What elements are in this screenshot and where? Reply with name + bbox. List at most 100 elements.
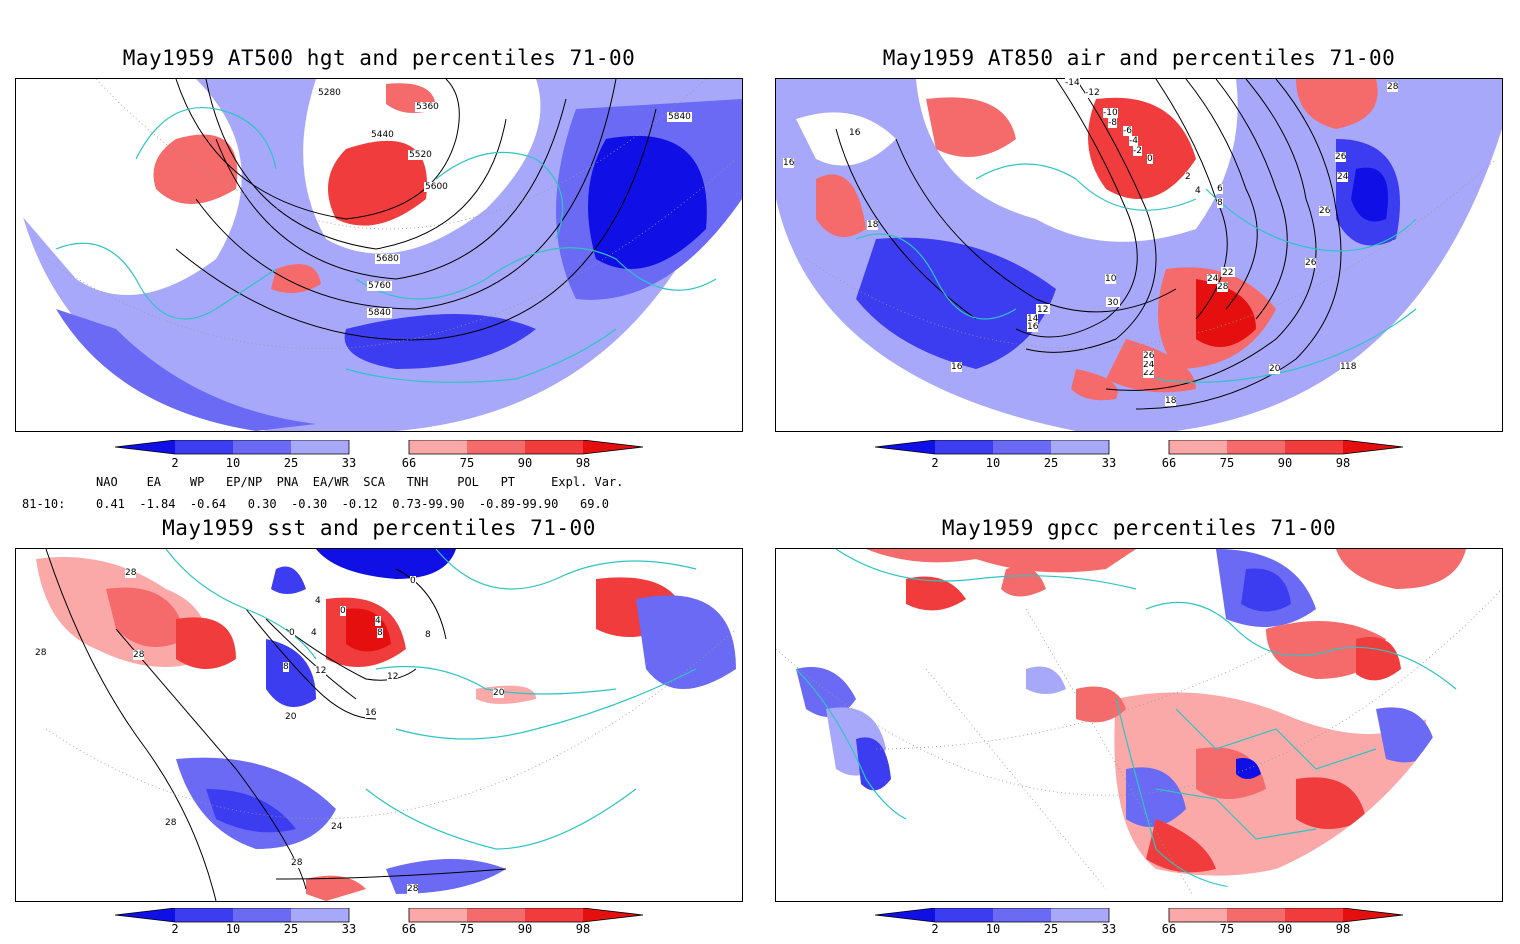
contour-label: 5680 (375, 254, 400, 264)
contour-label: 26 (1305, 258, 1317, 268)
contour-label: 26 (1335, 152, 1347, 162)
blue-anomaly (316, 549, 456, 579)
contour-label: 22 (1143, 368, 1155, 378)
red-anomaly (271, 264, 321, 293)
colorbar-segment (467, 440, 525, 454)
colorbar-label: 2 (171, 456, 179, 470)
colorbar-label: 98 (1335, 922, 1351, 936)
contour-label: -6 (1123, 126, 1132, 136)
contour-labels-panel-2: -14 -12 -10 -8 -6 -4 -2 0 2 4 6 8 10 14 … (775, 78, 1501, 430)
colorbar-label: 90 (1277, 456, 1293, 470)
colorbar-label: 33 (1101, 922, 1117, 936)
colorbar-label: 90 (1277, 922, 1293, 936)
colorbar-label: 25 (1043, 456, 1059, 470)
contour-label: 20 (493, 688, 505, 698)
outside-map-area (1156, 589, 1502, 901)
contour-label: 24 (1337, 172, 1349, 182)
blue-anomaly (636, 595, 736, 689)
contour-labels-panel-3: 28 28 28 0 0 4 8 4 8 0 4 8 12 12 16 20 2… (15, 548, 741, 900)
contour-label: 18 (1165, 396, 1177, 406)
contour-label-group: 30 22 12 (1036, 267, 1235, 315)
teleconnection-row-values: 0.41 -1.84 -0.64 0.30 -0.30 -0.12 0.73-9… (96, 497, 609, 511)
outside-map-area (776, 649, 1056, 901)
white-anomaly (796, 112, 896, 166)
contour-label: 24 (1207, 274, 1219, 284)
contour-label: -2 (1133, 146, 1142, 156)
contour-label: 16 (783, 158, 795, 168)
contour-label: 4 (1195, 186, 1201, 196)
panel-3-title: May1959 sst and percentiles 71-00 (162, 516, 596, 540)
colorbar-segment (409, 440, 467, 454)
coastlines (55, 107, 717, 383)
contour-label: 4 (311, 628, 317, 638)
contour-label: 16 (365, 708, 377, 718)
red-anomaly (306, 875, 366, 901)
colorbar-panel-2: 2 10 25 33 66 75 90 98 (874, 439, 1405, 476)
contour-label: 28 (1217, 282, 1229, 292)
colorbar-label: 90 (517, 456, 533, 470)
colorbar-label: 25 (1043, 922, 1059, 936)
contour-label: 10 (1105, 274, 1117, 284)
contour-label: 2 (1185, 172, 1191, 182)
contour-label: 18 (867, 220, 879, 230)
contour-label: 5760 (367, 281, 392, 291)
blue-anomaly (1351, 167, 1388, 222)
contour-label: 5840 (667, 112, 692, 122)
colorbar-label: 98 (575, 456, 591, 470)
colorbar-label: 10 (225, 456, 241, 470)
contour-label: 5360 (415, 102, 440, 112)
colorbar-label: 66 (1161, 922, 1177, 936)
panel-4-title: May1959 gpcc percentiles 71-00 (941, 516, 1337, 540)
contour-label: 22 (1222, 268, 1233, 278)
colorbar-label: 98 (575, 922, 591, 936)
contour-label: 12 (315, 666, 327, 676)
colorbar-segment (583, 440, 643, 454)
red-anomaly (816, 174, 866, 237)
colorbar-label: 10 (985, 456, 1001, 470)
colorbar-panel-3: 2 10 25 33 66 75 90 98 (114, 907, 645, 944)
contour-label: 4 (375, 616, 381, 626)
colorbar-label: 33 (341, 922, 357, 936)
contour-label: 14 (1027, 314, 1039, 324)
contour-label: 28 (1387, 82, 1399, 92)
contour-label: 26 (1319, 206, 1331, 216)
blue-anomaly (206, 789, 296, 833)
contour-label: 28 (165, 818, 177, 828)
contour-label: 8 (283, 662, 289, 672)
graticule (776, 588, 1502, 901)
contour-label: 28 (35, 648, 47, 658)
red-anomaly (926, 97, 1016, 157)
contour-label: 24 (331, 822, 343, 832)
contour-labels-panel-1: 5280 5360 5440 5520 5600 5680 5760 5840 … (15, 78, 741, 430)
colorbar-panel-4: 2 10 25 33 66 75 90 98 (874, 907, 1405, 944)
contour-label: 0 (289, 628, 295, 638)
colorbar-label: 2 (171, 922, 179, 936)
colorbar-label: 66 (401, 456, 417, 470)
colorbar-label: 75 (1219, 456, 1235, 470)
contour-label: 5440 (370, 130, 395, 140)
contour-label: 28 (125, 568, 137, 578)
colorbar-label: 98 (1335, 456, 1351, 470)
contour-label: 28 (407, 884, 419, 894)
contour-label: 26 (1143, 351, 1155, 361)
coastlines (855, 163, 1417, 383)
colorbar-label: 66 (401, 922, 417, 936)
teleconnection-header: NAO EA WP EP/NP PNA EA/WR SCA TNH POL PT… (96, 475, 624, 489)
contour-label: 5280 (317, 88, 342, 98)
colorbar-label: 33 (1101, 456, 1117, 470)
graticule (45, 79, 737, 350)
colorbar-label: 10 (225, 922, 241, 936)
colorbar-label: 2 (931, 922, 939, 936)
contour-label: 4 (315, 596, 321, 606)
colorbar-label: 75 (1219, 922, 1235, 936)
colorbar-label: 66 (1161, 456, 1177, 470)
contour-label: 16 (951, 362, 963, 372)
contour-label: 8 (1217, 198, 1223, 208)
colorbar-segment (525, 440, 583, 454)
teleconnection-row-label: 81-10: (22, 497, 66, 511)
white-anomaly (16, 79, 242, 295)
graticule (805, 158, 1497, 350)
blue-anomaly (56, 309, 316, 431)
contour-label: -14 (1065, 78, 1080, 88)
colorbar-label: 25 (283, 922, 299, 936)
